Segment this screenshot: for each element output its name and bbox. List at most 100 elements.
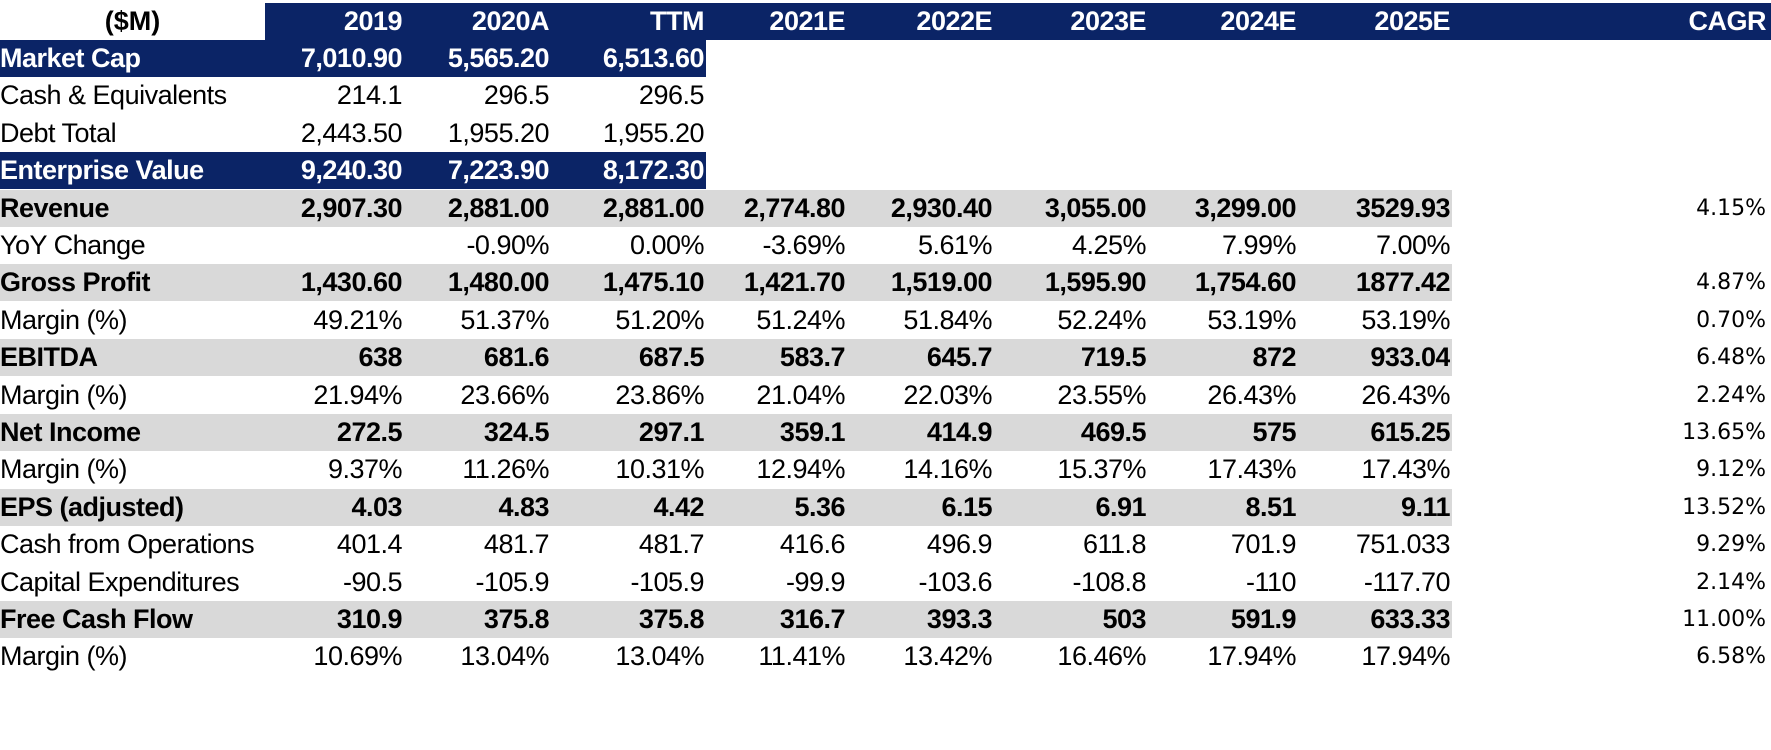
row-highlight-band bbox=[0, 40, 706, 77]
value-cell: 51.37% bbox=[460, 304, 549, 335]
value-cell: 310.9 bbox=[336, 604, 402, 634]
row-label: EBITDA bbox=[0, 342, 98, 373]
column-header-2025e: 2025E bbox=[1374, 6, 1450, 36]
table-row: Enterprise Value 9,240.30 7,223.90 8,172.30 bbox=[0, 152, 1771, 190]
value-cell: 3,055.00 bbox=[1044, 192, 1146, 223]
value-cell bbox=[1300, 115, 1450, 152]
row-highlight-band bbox=[0, 339, 1452, 377]
column-header-2019: 2019 bbox=[343, 6, 402, 36]
value-cell: 13.04% bbox=[460, 641, 549, 672]
value-cell: 8,172.30 bbox=[602, 155, 704, 186]
value-cell: 9.11 bbox=[1400, 491, 1450, 522]
value-cell: 10.31% bbox=[615, 454, 704, 485]
row-highlight-band bbox=[0, 601, 1452, 638]
value-cell: 615.25 bbox=[1370, 417, 1450, 447]
value-cell: 17.43% bbox=[1207, 454, 1296, 485]
cagr-cell: 9.29% bbox=[1696, 532, 1766, 558]
value-cell: 214.1 bbox=[336, 80, 402, 111]
value-cell bbox=[1152, 77, 1296, 114]
value-cell bbox=[1152, 152, 1296, 189]
row-label: Margin (%) bbox=[0, 641, 128, 672]
value-cell: 1,430.60 bbox=[300, 267, 402, 298]
value-cell bbox=[852, 152, 992, 189]
cagr-cell: 2.14% bbox=[1696, 569, 1766, 595]
cagr-cell: 13.52% bbox=[1682, 494, 1766, 520]
value-cell: 6.15 bbox=[941, 491, 992, 522]
value-cell: 638 bbox=[358, 342, 402, 373]
table-row: Revenue 2,907.30 2,881.00 2,881.00 2,774.80 2… bbox=[0, 189, 1771, 227]
header-row: ($M) 2019 2020A TTM 2021E 2022E 2023E 2024E 2025… bbox=[0, 3, 1771, 40]
value-cell bbox=[1300, 77, 1450, 114]
value-cell: -90.5 bbox=[342, 566, 402, 597]
value-cell: 272.5 bbox=[336, 417, 402, 447]
table-row: Free Cash Flow 310.9 375.8 375.8 316.7 393.3 5… bbox=[0, 601, 1771, 638]
value-cell: 401.4 bbox=[336, 529, 402, 560]
value-cell: 7.00% bbox=[1375, 230, 1450, 260]
table-row: Net Income 272.5 324.5 297.1 359.1 414.9 469.5… bbox=[0, 414, 1771, 451]
value-cell: 53.19% bbox=[1361, 304, 1450, 335]
value-cell: 296.5 bbox=[483, 80, 549, 111]
cagr-cell: 9.12% bbox=[1696, 457, 1766, 483]
value-cell: 2,774.80 bbox=[743, 192, 845, 223]
value-cell: 6,513.60 bbox=[602, 43, 704, 73]
value-cell bbox=[852, 115, 992, 152]
cagr-cell: 6.48% bbox=[1696, 345, 1766, 371]
cagr-cell bbox=[1455, 40, 1766, 77]
value-cell bbox=[265, 227, 402, 264]
value-cell: 583.7 bbox=[779, 342, 845, 373]
cagr-cell: 2.24% bbox=[1696, 382, 1766, 408]
value-cell: -99.9 bbox=[785, 566, 845, 597]
cagr-cell: 0.70% bbox=[1696, 307, 1766, 333]
row-highlight-band bbox=[0, 189, 1452, 227]
column-header-2021e: 2021E bbox=[769, 6, 845, 36]
value-cell: 296.5 bbox=[638, 80, 704, 111]
value-cell: 2,881.00 bbox=[447, 192, 549, 223]
value-cell: 1,480.00 bbox=[447, 267, 549, 298]
value-cell: 1,754.60 bbox=[1194, 267, 1296, 298]
value-cell: 3,299.00 bbox=[1194, 192, 1296, 223]
value-cell: 1,421.70 bbox=[743, 267, 845, 298]
table-row: Cash from Operations 401.4 481.7 481.7 416.6… bbox=[0, 526, 1771, 563]
value-cell: 21.04% bbox=[756, 379, 845, 410]
value-cell: 681.6 bbox=[483, 342, 549, 373]
value-cell: -105.9 bbox=[630, 566, 704, 597]
value-cell: 23.86% bbox=[615, 379, 704, 410]
value-cell: 17.43% bbox=[1361, 454, 1450, 485]
row-highlight-band bbox=[0, 414, 1452, 451]
value-cell: 872 bbox=[1252, 342, 1296, 373]
value-cell: 3529.93 bbox=[1355, 192, 1450, 223]
table-row: Margin (%) 49.21% 51.37% 51.20% 51.24% 51.84%… bbox=[0, 302, 1771, 339]
table-row: EBITDA 638 681.6 687.5 583.7 645.7 719.5 872 933… bbox=[0, 339, 1771, 377]
row-label: Margin (%) bbox=[0, 379, 128, 410]
value-cell: 17.94% bbox=[1361, 641, 1450, 672]
value-cell: 719.5 bbox=[1080, 342, 1146, 373]
value-cell: 496.9 bbox=[926, 529, 992, 560]
value-cell: 51.84% bbox=[903, 304, 992, 335]
value-cell: 10.69% bbox=[313, 641, 402, 672]
value-cell bbox=[1000, 40, 1146, 77]
value-cell: 1,519.00 bbox=[890, 267, 992, 298]
row-label: Cash from Operations bbox=[0, 529, 255, 560]
cagr-cell: 6.58% bbox=[1696, 644, 1766, 670]
table-row: Cash & Equivalents 214.1 296.5 296.5 bbox=[0, 77, 1771, 114]
table-row: YoY Change -0.90% 0.00% -3.69% 5.61% 4.25% 7.9… bbox=[0, 227, 1771, 264]
value-cell: 9,240.30 bbox=[300, 155, 402, 186]
value-cell: 575 bbox=[1252, 417, 1296, 447]
cagr-cell: 4.15% bbox=[1696, 195, 1766, 221]
row-label: Enterprise Value bbox=[0, 155, 204, 186]
value-cell bbox=[706, 115, 845, 152]
cagr-cell bbox=[1455, 77, 1766, 114]
value-cell: 22.03% bbox=[903, 379, 992, 410]
value-cell: 51.24% bbox=[756, 304, 845, 335]
value-cell: 633.33 bbox=[1370, 604, 1450, 634]
value-cell: 8.51 bbox=[1245, 491, 1296, 522]
value-cell: 469.5 bbox=[1080, 417, 1146, 447]
value-cell: 591.9 bbox=[1230, 604, 1296, 634]
value-cell bbox=[1152, 40, 1296, 77]
value-cell bbox=[1300, 152, 1450, 189]
value-cell: 23.55% bbox=[1057, 379, 1146, 410]
value-cell: 393.3 bbox=[926, 604, 992, 634]
row-highlight-band bbox=[0, 152, 706, 190]
cagr-cell: 4.87% bbox=[1696, 270, 1766, 296]
row-label: Capital Expenditures bbox=[0, 566, 240, 597]
